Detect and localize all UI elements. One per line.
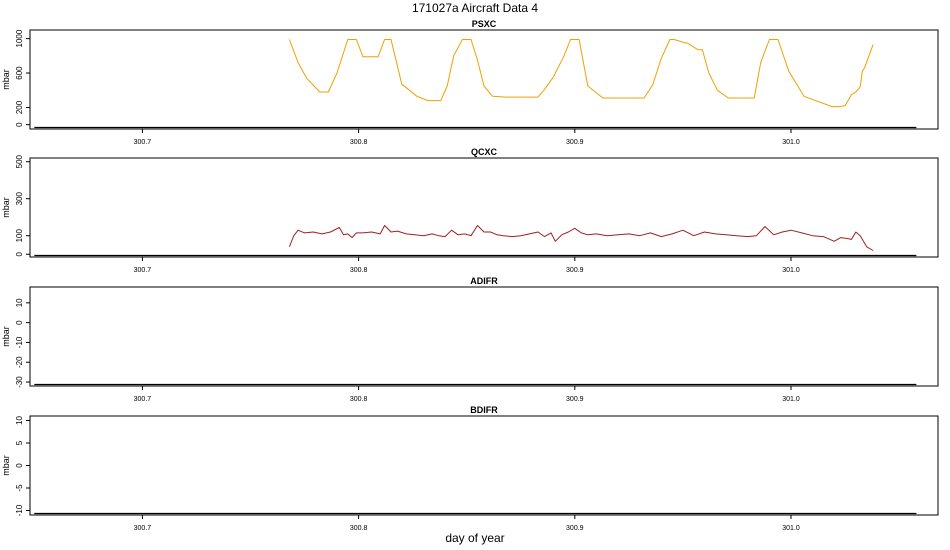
y-tick-label: 0 [15, 320, 24, 325]
y-tick-label: 0 [15, 122, 24, 127]
x-tick-label: 300.9 [566, 267, 584, 274]
x-tick-label: 301.0 [782, 396, 800, 403]
y-tick-label: 5 [15, 440, 24, 445]
panel-bdifr: BDIFR mbar -10 -5 0 5 10 300.7 300.8 300.9 301.0 [1, 405, 939, 532]
y-tick-label: 200 [15, 100, 24, 114]
figure-title: 171027a Aircraft Data 4 [411, 1, 539, 15]
y-tick-label: -10 [15, 504, 24, 516]
x-tick-label: 300.8 [350, 525, 368, 532]
y-tick-label: 600 [15, 66, 24, 80]
x-tick-label: 300.7 [134, 396, 152, 403]
y-axis-label: mbar [1, 197, 11, 218]
x-tick-label: 300.7 [134, 525, 152, 532]
plot-frame [29, 157, 939, 258]
series-line-psxc [288, 39, 874, 108]
y-tick-label: 0 [15, 463, 24, 468]
panel-adifr: ADIFR mbar -30 -20 -10 0 10 300.7 300.8 300.9 301.… [1, 276, 939, 403]
y-tick-label: -10 [15, 336, 24, 348]
x-tick-label: 300.9 [566, 139, 584, 146]
panel-psxc: PSXC mbar 0 200 600 1000 300.7 300.8 300.9 301.0 [1, 19, 939, 146]
x-tick-label: 301.0 [782, 139, 800, 146]
plot-frame [29, 415, 939, 516]
y-tick-label: 10 [15, 298, 24, 307]
y-tick-label: 10 [15, 416, 24, 425]
panel-title: PSXC [472, 19, 497, 29]
y-tick-label: -30 [15, 376, 24, 388]
x-tick-label: 300.7 [134, 139, 152, 146]
y-tick-label: -5 [15, 484, 24, 492]
series-line-qcxc [288, 225, 874, 251]
y-tick-label: 1000 [15, 29, 24, 47]
y-tick-label: 100 [15, 229, 24, 243]
x-tick-label: 300.8 [350, 267, 368, 274]
x-tick-label: 300.9 [566, 525, 584, 532]
y-tick-label: -20 [15, 356, 24, 368]
x-tick-label: 300.8 [350, 396, 368, 403]
x-tick-label: 301.0 [782, 267, 800, 274]
plot-frame [29, 29, 939, 130]
y-tick-label: 300 [15, 191, 24, 205]
x-axis-label: day of year [445, 531, 505, 545]
y-axis-label: mbar [1, 69, 11, 90]
panel-qcxc: QCXC mbar 0 100 300 500 300.7 300.8 300.9 301.0 [1, 147, 939, 274]
y-tick-label: 0 [15, 251, 24, 256]
y-tick-label: 500 [15, 154, 24, 168]
panel-title: BDIFR [470, 405, 498, 415]
x-tick-label: 300.7 [134, 267, 152, 274]
panel-title: ADIFR [470, 276, 498, 286]
panel-title: QCXC [471, 147, 498, 157]
y-axis-label: mbar [1, 455, 11, 476]
x-tick-label: 300.8 [350, 139, 368, 146]
x-tick-label: 300.9 [566, 396, 584, 403]
x-tick-label: 301.0 [782, 525, 800, 532]
y-axis-label: mbar [1, 326, 11, 347]
plot-frame [29, 286, 939, 387]
